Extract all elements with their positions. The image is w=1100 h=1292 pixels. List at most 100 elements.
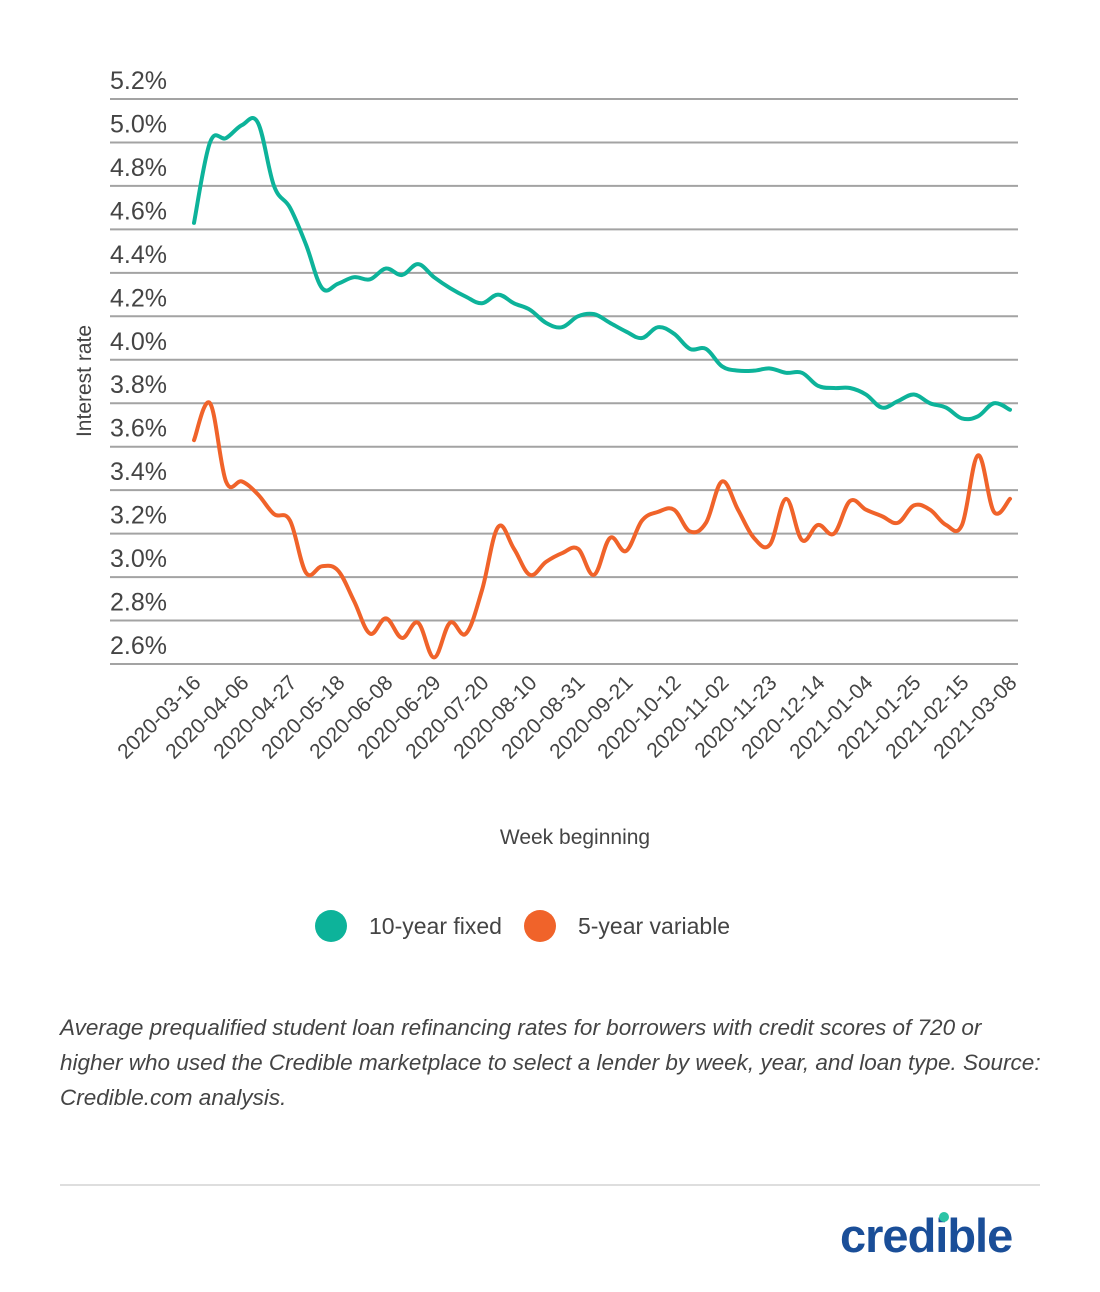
data-point: [832, 386, 836, 390]
data-point: [768, 542, 772, 546]
data-point: [512, 301, 516, 305]
data-point: [624, 549, 628, 553]
data-point: [560, 325, 564, 329]
legend-label: 5-year variable: [577, 912, 731, 939]
data-point: [832, 532, 836, 536]
data-point: [736, 369, 740, 373]
credible-logo: credible: [840, 1208, 1013, 1263]
data-point: [704, 521, 708, 525]
data-point: [240, 479, 244, 483]
series-line-5-year-variable: [192, 400, 1012, 660]
data-point: [352, 275, 356, 279]
data-point: [784, 371, 788, 375]
data-point: [288, 206, 292, 210]
data-point: [288, 519, 292, 523]
y-tick-label: 3.6%: [110, 415, 167, 443]
data-point: [512, 547, 516, 551]
data-point: [976, 453, 980, 457]
data-point: [496, 293, 500, 297]
y-tick-label: 2.6%: [110, 632, 167, 660]
y-tick-label: 4.0%: [110, 328, 167, 356]
data-point: [720, 479, 724, 483]
data-point: [880, 514, 884, 518]
data-point: [640, 519, 644, 523]
data-point: [272, 184, 276, 188]
legend-item-5-year-variable[interactable]: 5-year variable: [523, 910, 731, 942]
data-point: [1008, 497, 1012, 501]
data-point: [304, 243, 308, 247]
data-point: [752, 536, 756, 540]
data-point: [448, 621, 452, 625]
data-point: [864, 508, 868, 512]
data-point: [848, 386, 852, 390]
y-tick-label: 3.4%: [110, 458, 167, 486]
y-tick-label: 3.0%: [110, 545, 167, 573]
data-point: [336, 569, 340, 573]
data-point: [656, 510, 660, 514]
data-point: [576, 547, 580, 551]
data-point: [432, 655, 436, 659]
data-point: [592, 312, 596, 316]
data-point: [1008, 408, 1012, 412]
data-point: [352, 599, 356, 603]
data-point: [928, 401, 932, 405]
legend-item-10-year-fixed[interactable]: 10-year fixed: [315, 910, 502, 942]
data-point: [608, 536, 612, 540]
data-point: [912, 393, 916, 397]
data-point: [944, 523, 948, 527]
data-point: [640, 336, 644, 340]
data-point: [960, 416, 964, 420]
data-point: [656, 325, 660, 329]
data-point: [368, 632, 372, 636]
data-point: [368, 277, 372, 281]
data-point: [608, 321, 612, 325]
data-point: [416, 262, 420, 266]
data-point: [816, 384, 820, 388]
data-point: [336, 282, 340, 286]
y-tick-label: 2.8%: [110, 589, 167, 617]
data-point: [544, 321, 548, 325]
data-point: [784, 497, 788, 501]
data-point: [592, 573, 596, 577]
data-point: [320, 564, 324, 568]
data-point: [272, 512, 276, 516]
data-point: [256, 121, 260, 125]
data-point: [864, 393, 868, 397]
y-axis-title: Interest rate: [73, 325, 96, 437]
data-point: [384, 267, 388, 271]
data-point: [688, 347, 692, 351]
y-tick-label: 4.2%: [110, 284, 167, 312]
data-point: [432, 275, 436, 279]
data-point: [848, 499, 852, 503]
data-point: [208, 140, 212, 144]
legend: 10-year fixed 5-year variable: [315, 910, 752, 942]
x-axis-title: Week beginning: [500, 826, 650, 849]
data-point: [912, 503, 916, 507]
data-point: [992, 510, 996, 514]
footer-divider: [60, 1184, 1040, 1186]
y-tick-label: 3.8%: [110, 371, 167, 399]
data-point: [192, 438, 196, 442]
logo-text: credible: [840, 1209, 1013, 1262]
data-point: [624, 330, 628, 334]
data-point: [400, 273, 404, 277]
data-point: [192, 221, 196, 225]
data-point: [800, 371, 804, 375]
chart-caption: Average prequalified student loan refina…: [60, 1015, 1041, 1110]
data-point: [576, 314, 580, 318]
data-point: [672, 332, 676, 336]
data-point: [448, 286, 452, 290]
data-point: [928, 508, 932, 512]
y-axis-ticks: 5.2% 5.0% 4.8% 4.6% 4.4% 4.2% 4.0% 3.8% 3.6% 3.4%…: [110, 67, 167, 660]
data-point: [224, 479, 228, 483]
data-point: [992, 401, 996, 405]
gridlines: [110, 98, 1018, 665]
data-point: [256, 493, 260, 497]
data-point: [768, 366, 772, 370]
data-point: [944, 406, 948, 410]
y-tick-label: 5.2%: [110, 67, 167, 95]
data-point: [384, 616, 388, 620]
data-point: [544, 560, 548, 564]
data-point: [416, 621, 420, 625]
data-point: [496, 525, 500, 529]
